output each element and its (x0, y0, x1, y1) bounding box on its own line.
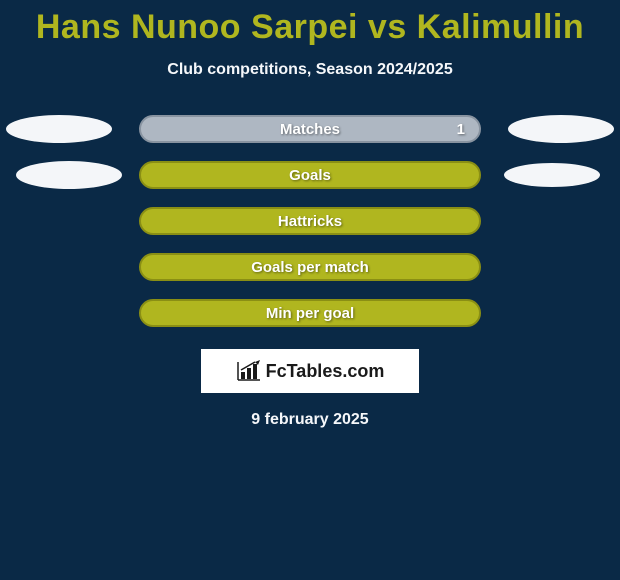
stat-value-right: 1 (457, 121, 465, 138)
stat-row: Goals (0, 161, 620, 189)
page-title: Hans Nunoo Sarpei vs Kalimullin (0, 0, 620, 47)
comparison-infographic: Hans Nunoo Sarpei vs Kalimullin Club com… (0, 0, 620, 580)
bars-icon (236, 360, 262, 382)
stat-row: Min per goal (0, 299, 620, 327)
stat-rows: Matches 1 Goals Hattricks Goals per match Min… (0, 115, 620, 327)
stat-pill: Goals (139, 161, 481, 189)
stat-label: Goals per match (251, 259, 369, 276)
subtitle: Club competitions, Season 2024/2025 (0, 61, 620, 79)
stat-row: Goals per match (0, 253, 620, 281)
stat-row: Hattricks (0, 207, 620, 235)
stat-label: Matches (280, 121, 340, 138)
right-ellipse (508, 115, 614, 143)
stat-pill: Hattricks (139, 207, 481, 235)
stat-label: Min per goal (266, 305, 354, 322)
date-text: 9 february 2025 (0, 411, 620, 429)
stat-row: Matches 1 (0, 115, 620, 143)
stat-pill: Matches 1 (139, 115, 481, 143)
stat-pill: Goals per match (139, 253, 481, 281)
stat-label: Hattricks (278, 213, 342, 230)
left-ellipse (16, 161, 122, 189)
stat-pill: Min per goal (139, 299, 481, 327)
right-ellipse (504, 163, 600, 187)
logo-box: FcTables.com (201, 349, 419, 393)
stat-label: Goals (289, 167, 331, 184)
left-ellipse (6, 115, 112, 143)
logo-text: FcTables.com (266, 361, 385, 382)
